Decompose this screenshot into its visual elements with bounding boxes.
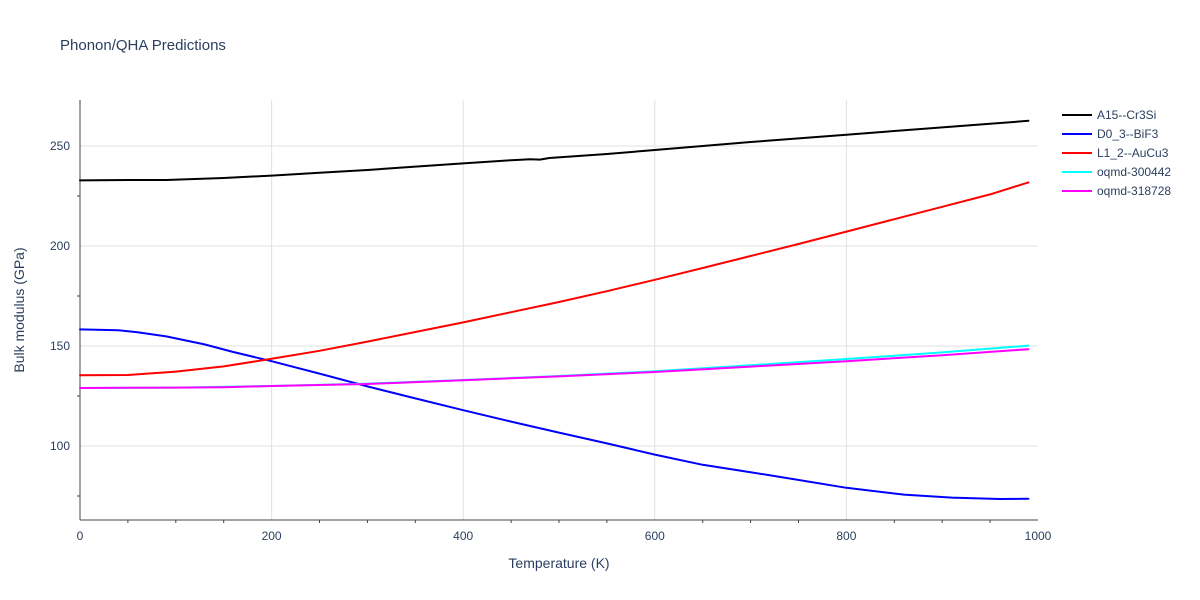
x-tick-label: 400 (453, 529, 473, 543)
legend-item-oqmd-318728[interactable]: oqmd-318728 (1062, 184, 1171, 198)
x-tick-label: 800 (836, 529, 856, 543)
y-tick-label: 100 (50, 439, 70, 453)
x-tick-label: 0 (77, 529, 84, 543)
series-line-oqmd-318728 (79, 348, 1030, 389)
x-axis-title: Temperature (K) (508, 555, 609, 571)
legend-item-d0-3-bif3[interactable]: D0_3--BiF3 (1062, 127, 1159, 141)
legend-item-l1-2-aucu3[interactable]: L1_2--AuCu3 (1062, 146, 1169, 160)
y-tick-label: 150 (50, 339, 70, 353)
y-axis-title: Bulk modulus (GPa) (11, 247, 27, 372)
series-lines (79, 119, 1030, 500)
legend-item-a15-cr3si[interactable]: A15--Cr3Si (1062, 108, 1156, 122)
gridlines (80, 100, 1038, 520)
legend-item-oqmd-300442[interactable]: oqmd-300442 (1062, 165, 1171, 179)
legend-label: L1_2--AuCu3 (1097, 146, 1169, 160)
series-line-a15-cr3si (79, 119, 1030, 182)
legend-label: A15--Cr3Si (1097, 108, 1156, 122)
legend-label: oqmd-300442 (1097, 165, 1171, 179)
tick-labels: 0 200 400 600 800 1000 100 150 200 250 (50, 139, 1052, 543)
legend-label: D0_3--BiF3 (1097, 127, 1159, 141)
legend-label: oqmd-318728 (1097, 184, 1171, 198)
x-tick-label: 200 (262, 529, 282, 543)
axes (77, 100, 1038, 523)
y-tick-label: 250 (50, 139, 70, 153)
x-tick-label: 600 (645, 529, 665, 543)
x-tick-label: 1000 (1025, 529, 1052, 543)
legend: A15--Cr3Si D0_3--BiF3 L1_2--AuCu3 oqmd-3004… (1062, 108, 1171, 198)
series-line-l1-2-aucu3 (79, 181, 1030, 377)
chart-title: Phonon/QHA Predictions (60, 37, 226, 54)
y-tick-label: 200 (50, 239, 70, 253)
series-line-d0-3-bif3 (79, 328, 1030, 500)
